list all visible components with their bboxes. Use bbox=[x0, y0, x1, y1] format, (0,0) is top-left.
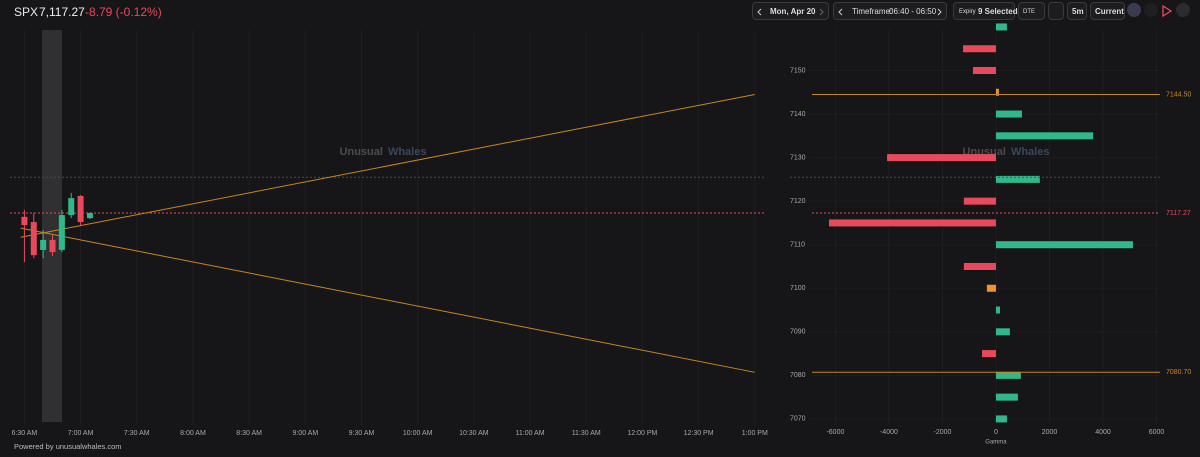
cone-line bbox=[20, 93, 755, 238]
date: Mon, Apr 20 bbox=[770, 7, 816, 16]
x-tick-label: 10:00 AM bbox=[403, 430, 433, 437]
candle-body bbox=[77, 195, 84, 223]
x-tick-label: 6:30 AM bbox=[12, 430, 38, 437]
expiry-picker[interactable]: Expiry 9 Selected bbox=[953, 2, 1018, 20]
x-tick-label: 12:00 PM bbox=[627, 430, 657, 437]
y-tick-label: 7110 bbox=[790, 242, 805, 249]
x-tick-label: 4000 bbox=[1095, 429, 1111, 436]
gamma-bar bbox=[995, 23, 1007, 31]
candle-body bbox=[58, 215, 65, 250]
x-tick-label: 8:30 AM bbox=[236, 430, 262, 437]
prev-timeframe[interactable] bbox=[837, 4, 845, 20]
symbol: SPX bbox=[14, 5, 39, 19]
gamma-bar bbox=[963, 45, 996, 53]
current-button[interactable]: Current bbox=[1090, 2, 1125, 20]
x-tick-label: 0 bbox=[994, 429, 998, 436]
level-label: 7117.27 bbox=[1166, 210, 1191, 217]
x-tick-label: -2000 bbox=[934, 429, 952, 436]
x-tick-label: -4000 bbox=[880, 429, 898, 436]
x-axis-label: Gamma bbox=[985, 440, 1007, 446]
toolbar: SPX 7,117.27 -8.79 (-0.12%) Mon, Apr 20 … bbox=[0, 0, 1200, 24]
gamma-bar bbox=[963, 197, 996, 205]
y-tick-label: 7150 bbox=[790, 67, 806, 74]
watermark: Unusual Whales bbox=[340, 146, 427, 158]
candle-body bbox=[68, 198, 75, 216]
x-tick-label: 12:30 PM bbox=[684, 430, 714, 437]
menu-button[interactable] bbox=[1144, 3, 1158, 17]
play-button[interactable] bbox=[1161, 5, 1173, 17]
footer: Powered by unusualwhales.com bbox=[14, 442, 122, 451]
price-change: -8.79 (-0.12%) bbox=[85, 5, 162, 19]
next-timeframe[interactable] bbox=[935, 4, 943, 20]
x-tick-label: 11:30 AM bbox=[572, 430, 601, 437]
gamma-bar bbox=[963, 262, 996, 270]
candle-body bbox=[21, 216, 28, 226]
x-tick-label: 11:00 AM bbox=[516, 430, 545, 437]
gamma-bar bbox=[828, 219, 996, 227]
gamma-bar bbox=[995, 110, 1022, 118]
level-label: 7080.70 bbox=[1166, 369, 1191, 376]
timeframe-picker[interactable]: Timeframe: 06:40 - 06:50 bbox=[833, 2, 947, 20]
x-tick-label: -6000 bbox=[826, 429, 844, 436]
gamma-bar bbox=[887, 154, 996, 162]
y-tick-label: 7080 bbox=[790, 372, 806, 379]
y-tick-label: 7120 bbox=[790, 198, 806, 205]
timeframe-label: Timeframe: bbox=[852, 7, 893, 16]
candle-body bbox=[40, 239, 47, 250]
next-day[interactable] bbox=[817, 4, 825, 20]
x-tick-label: 2000 bbox=[1042, 429, 1058, 436]
timeframe: 06:40 - 06:50 bbox=[889, 7, 937, 16]
prev-day[interactable] bbox=[756, 4, 764, 20]
expiry: 9 Selected bbox=[978, 7, 1018, 16]
y-tick-label: 7070 bbox=[790, 416, 806, 423]
y-tick-label: 7100 bbox=[790, 285, 806, 292]
current: Current bbox=[1095, 7, 1124, 16]
watermark-word: Whales bbox=[388, 146, 427, 158]
gamma-bar bbox=[995, 175, 1040, 183]
level-label: 7144.50 bbox=[1166, 91, 1191, 98]
interval-value: 5m bbox=[1072, 7, 1084, 16]
x-tick-label: 7:00 AM bbox=[68, 430, 94, 437]
gamma-bar bbox=[995, 393, 1018, 401]
gamma-bar bbox=[982, 350, 996, 358]
gamma-bar bbox=[986, 284, 996, 292]
date-picker[interactable]: Mon, Apr 20 bbox=[752, 2, 829, 20]
interval[interactable]: 5m bbox=[1067, 2, 1087, 20]
y-tick-label: 7090 bbox=[790, 329, 806, 336]
gamma-bar bbox=[995, 371, 1021, 379]
x-tick-label: 9:00 AM bbox=[292, 430, 318, 437]
x-tick-label: 9:30 AM bbox=[349, 430, 375, 437]
gamma-bar bbox=[995, 415, 1007, 423]
candle-body bbox=[30, 222, 37, 256]
y-tick-label: 7140 bbox=[790, 111, 806, 118]
gamma-bar bbox=[995, 88, 999, 96]
watermark-word: Unusual bbox=[340, 146, 383, 158]
x-tick-label: 6000 bbox=[1149, 429, 1165, 436]
candle-body bbox=[86, 213, 93, 219]
dte-toggle[interactable]: DTE bbox=[1018, 2, 1045, 20]
gamma-bar bbox=[995, 132, 1094, 140]
chart-type[interactable] bbox=[1048, 2, 1064, 20]
candle-body bbox=[49, 239, 56, 253]
cone-line bbox=[20, 227, 755, 373]
watermark-word: Whales bbox=[1011, 146, 1050, 158]
price: 7,117.27 bbox=[39, 5, 85, 19]
dte: DTE bbox=[1023, 9, 1035, 15]
timeframe-highlight bbox=[42, 30, 62, 422]
x-tick-label: 10:30 AM bbox=[459, 430, 489, 437]
gamma-bar bbox=[995, 306, 1000, 314]
expiry-label: Expiry bbox=[959, 9, 976, 15]
x-tick-label: 1:00 PM bbox=[742, 430, 768, 437]
x-tick-label: 7:30 AM bbox=[124, 430, 150, 437]
x-tick-label: 8:00 AM bbox=[180, 430, 206, 437]
zoom-button[interactable] bbox=[1127, 3, 1141, 17]
y-tick-label: 7130 bbox=[790, 154, 806, 161]
gamma-bar bbox=[995, 328, 1010, 336]
gamma-bar bbox=[972, 67, 996, 75]
gamma-bar bbox=[995, 241, 1133, 249]
settings-button[interactable] bbox=[1176, 3, 1190, 17]
